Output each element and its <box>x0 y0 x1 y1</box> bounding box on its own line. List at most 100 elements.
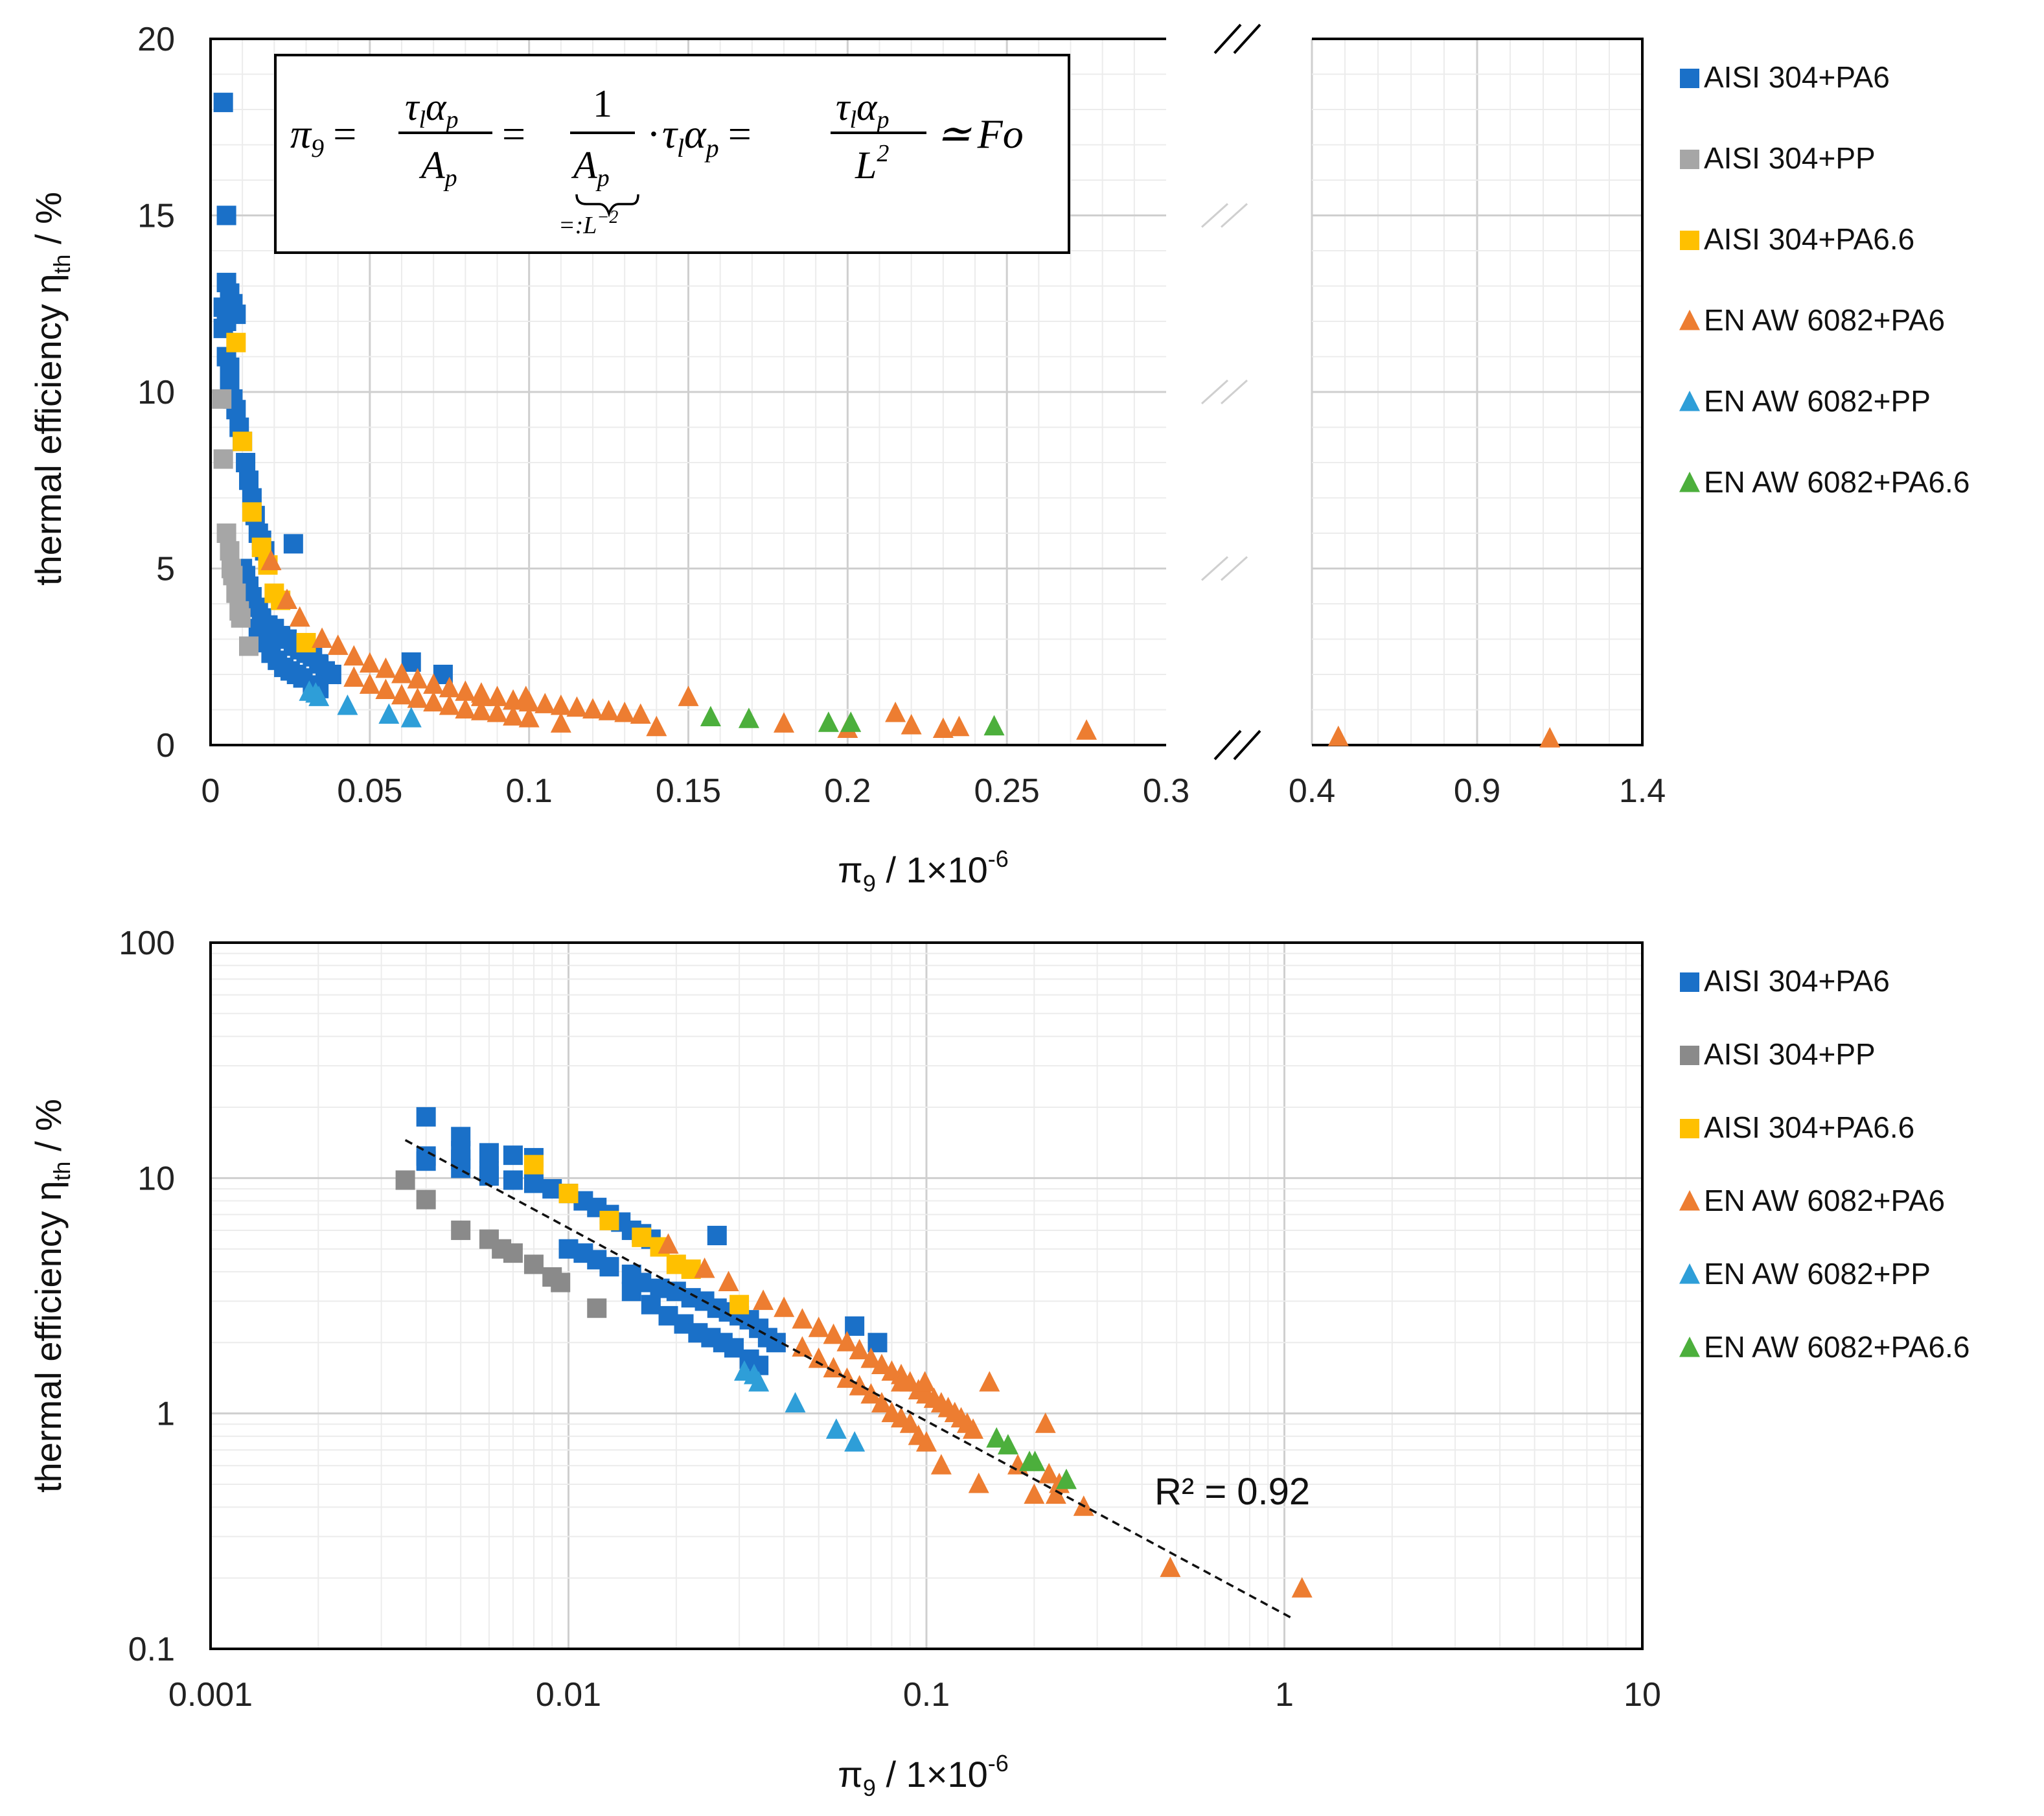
top-chart: 0 0.05 0.1 0.15 0.2 0.25 0.3 0.4 0.9 1.4 0 5 10 15 20… <box>28 21 1969 897</box>
data-point <box>375 678 396 700</box>
data-point <box>1679 1190 1700 1211</box>
svg-text:π9=: π9 = <box>290 111 358 163</box>
data-point <box>678 685 699 706</box>
data-point <box>707 1226 727 1246</box>
data-point <box>818 711 839 732</box>
data-point <box>823 1357 844 1378</box>
svg-text:·τlαp=: ·τlαp = <box>648 111 753 163</box>
bottom-chart: R² = 0.92 0.001 0.01 0.1 1 10 0.1 1 10 100 π9 /… <box>28 925 1969 1801</box>
data-point <box>1024 1483 1045 1504</box>
data-point <box>845 1316 865 1336</box>
data-point <box>566 696 588 717</box>
data-point <box>212 389 232 409</box>
data-point <box>451 1158 471 1178</box>
data-point <box>1024 1451 1046 1471</box>
svg-text:≃Fo: ≃ Fo <box>936 111 1024 157</box>
data-point <box>792 1308 813 1329</box>
data-point <box>587 1298 607 1318</box>
data-point <box>844 1431 866 1452</box>
y-tick-label: 10 <box>137 374 175 411</box>
data-point <box>260 549 282 571</box>
data-point <box>986 1427 1007 1448</box>
x-tick-label: 0.05 <box>337 772 402 810</box>
data-point <box>823 1323 844 1344</box>
legend-label: AISI 304+PA6 <box>1704 60 1890 94</box>
data-point <box>871 1353 892 1375</box>
legend-item: EN AW 6082+PA6.6 <box>1679 465 1969 499</box>
data-point <box>236 453 256 472</box>
data-point <box>239 470 258 490</box>
data-point <box>213 93 233 113</box>
data-point <box>550 712 571 733</box>
data-point <box>523 1173 544 1193</box>
data-point <box>343 645 365 666</box>
legend-label: EN AW 6082+PA6 <box>1704 1184 1945 1217</box>
data-point <box>439 695 460 715</box>
data-point <box>416 1107 436 1127</box>
data-point <box>614 701 636 722</box>
data-point <box>503 705 524 726</box>
x-tick-label: 0.1 <box>903 1676 950 1714</box>
legend-label: EN AW 6082+PA6 <box>1704 303 1945 337</box>
data-point <box>1045 1483 1066 1504</box>
data-point <box>979 1371 1000 1392</box>
svg-text:=: = <box>502 111 525 157</box>
bottom-y-axis-label: thermal efficiency ηth / % <box>28 1099 75 1493</box>
data-point <box>359 673 380 694</box>
data-point <box>327 634 349 655</box>
bottom-x-axis-label: π9 / 1×10-6 <box>838 1750 1009 1801</box>
x-tick-label: 1.4 <box>1619 772 1666 810</box>
legend-label: AISI 304+PA6 <box>1704 964 1890 998</box>
data-point <box>487 701 508 722</box>
data-point <box>283 534 303 554</box>
bottom-y-tick-labels: 0.1 1 10 100 <box>119 925 175 1668</box>
x-tick-label: 0.01 <box>536 1676 601 1714</box>
data-point <box>1539 727 1561 748</box>
bottom-legend: AISI 304+PA6 AISI 304+PP AISI 304+PA6.6 EN … <box>1679 964 1969 1364</box>
x-tick-label: 0.3 <box>1143 772 1189 810</box>
equation-box: π9 = τlαp Ap = 1 Ap =:L−2 ·τlαp = τlαp L2 … <box>274 54 1070 254</box>
data-point <box>233 431 253 452</box>
data-point <box>836 1367 858 1388</box>
svg-text:1: 1 <box>593 82 612 125</box>
legend-item: EN AW 6082+PA6 <box>1679 303 1945 337</box>
x-tick-label: 0.4 <box>1289 772 1335 810</box>
data-point <box>849 1339 870 1360</box>
data-point <box>899 1412 921 1433</box>
x-tick-label: 10 <box>1624 1676 1661 1714</box>
legend-item: EN AW 6082+PA6.6 <box>1679 1330 1969 1364</box>
data-point <box>1055 1468 1077 1489</box>
y-tick-label: 1 <box>156 1396 175 1433</box>
legend-label: AISI 304+PP <box>1704 1037 1876 1071</box>
data-point <box>774 1296 795 1317</box>
break-mark <box>1200 556 1229 581</box>
data-point <box>416 1190 436 1210</box>
data-point <box>220 357 240 377</box>
data-point <box>439 676 460 698</box>
data-point <box>1679 1263 1700 1284</box>
data-point <box>658 1233 679 1254</box>
data-point <box>641 1294 661 1315</box>
x-tick-label: 0.1 <box>506 772 553 810</box>
legend-item: EN AW 6082+PP <box>1679 1257 1931 1291</box>
y-tick-label: 10 <box>137 1160 175 1197</box>
data-point <box>289 606 310 627</box>
data-point <box>296 632 316 652</box>
legend-label: EN AW 6082+PP <box>1704 1257 1931 1291</box>
data-point <box>963 1418 984 1439</box>
x-tick-label: 0.9 <box>1454 772 1500 810</box>
x-tick-label: 1 <box>1275 1676 1294 1714</box>
data-point <box>748 1371 770 1392</box>
data-point <box>515 685 536 706</box>
data-point <box>1076 719 1097 740</box>
data-point <box>983 715 1005 736</box>
data-point <box>808 1347 829 1368</box>
data-point <box>968 1473 989 1493</box>
plot-border <box>1312 38 1644 746</box>
data-point <box>840 711 862 732</box>
data-point <box>1035 1412 1056 1433</box>
y-tick-label: 5 <box>156 551 175 588</box>
data-point <box>1680 150 1699 169</box>
data-point <box>503 1145 523 1166</box>
